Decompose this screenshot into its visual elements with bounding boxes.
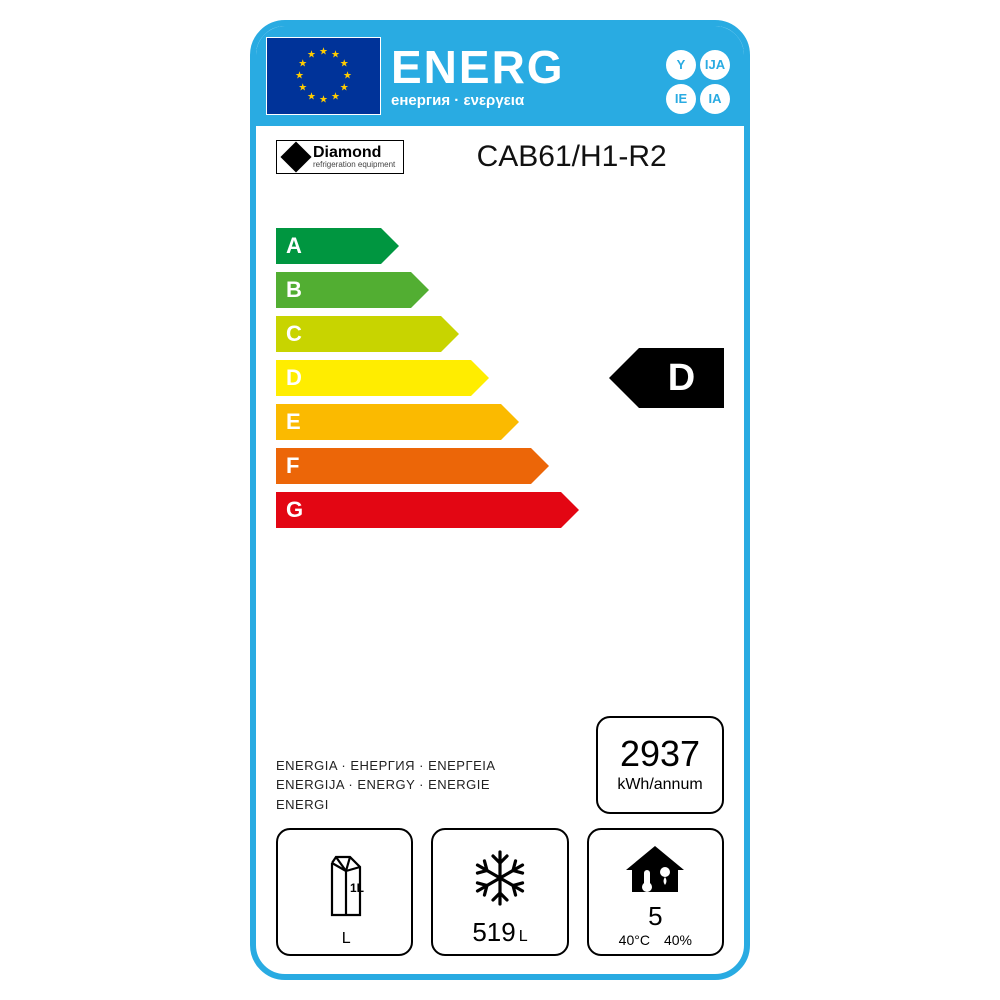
efficiency-arrow-E: E <box>276 404 519 440</box>
freezer-value: 519 <box>472 917 515 948</box>
brand-badge: Diamond refrigeration equipment <box>276 140 404 174</box>
freezer-capacity-box: 519 L <box>431 828 568 956</box>
energ-block: ENERG енергия · ενεργεια YIJAIEIA <box>391 44 734 109</box>
rating-pointer: D <box>609 348 724 408</box>
efficiency-arrow-label: C <box>276 316 441 352</box>
climate-temp: 40°C <box>619 932 650 948</box>
header-band: ★★★★★★★★★★★★ ENERG енергия · ενεργεια YI… <box>256 26 744 126</box>
efficiency-arrow-head <box>531 448 549 484</box>
brand-tagline: refrigeration equipment <box>313 161 395 169</box>
milk-carton-icon: 1L <box>284 838 405 930</box>
fridge-capacity-box: 1L L <box>276 828 413 956</box>
efficiency-arrow-D: D <box>276 360 489 396</box>
efficiency-arrow-head <box>561 492 579 528</box>
energy-consumption-row: ENERGIA · ЕНЕРГИЯ · ΕΝΕΡΓΕΙΑ ENERGIJA · … <box>256 716 744 814</box>
fridge-unit: L <box>342 930 351 948</box>
brand-model-row: Diamond refrigeration equipment CAB61/H1… <box>256 126 744 178</box>
efficiency-arrow-label: B <box>276 272 411 308</box>
freezer-unit: L <box>519 928 528 946</box>
climate-class: 5 <box>648 901 662 932</box>
efficiency-arrow-A: A <box>276 228 399 264</box>
energy-line3: ENERGI <box>276 795 496 815</box>
rating-pointer-head <box>609 348 639 408</box>
rating-letter: D <box>639 348 724 408</box>
efficiency-arrow-head <box>441 316 459 352</box>
efficiency-arrow-head <box>501 404 519 440</box>
energy-line2: ENERGIJA · ENERGY · ENERGIE <box>276 775 496 795</box>
svg-text:1L: 1L <box>350 881 364 895</box>
climate-humidity: 40% <box>664 932 692 948</box>
efficiency-arrow-F: F <box>276 448 549 484</box>
efficiency-arrow-head <box>381 228 399 264</box>
efficiency-arrow-label: D <box>276 360 471 396</box>
efficiency-arrow-head <box>411 272 429 308</box>
efficiency-arrow-label: F <box>276 448 531 484</box>
efficiency-scale: GFEDCBA D <box>256 228 744 538</box>
header-lang-circle: IJA <box>700 50 730 80</box>
house-climate-icon <box>595 838 716 901</box>
efficiency-arrow-G: G <box>276 492 579 528</box>
efficiency-arrow-label: E <box>276 404 501 440</box>
kwh-box: 2937 kWh/annum <box>596 716 724 814</box>
efficiency-arrow-label: A <box>276 228 381 264</box>
efficiency-arrow-B: B <box>276 272 429 308</box>
header-language-circles: YIJAIEIA <box>666 50 730 114</box>
eu-flag: ★★★★★★★★★★★★ <box>266 37 381 115</box>
kwh-value: 2937 <box>620 736 700 772</box>
snowflake-icon <box>439 838 560 917</box>
climate-class-box: 5 40°C 40% <box>587 828 724 956</box>
model-number: CAB61/H1-R2 <box>419 140 724 174</box>
efficiency-arrow-C: C <box>276 316 459 352</box>
energy-label: ★★★★★★★★★★★★ ENERG енергия · ενεργεια YI… <box>250 20 750 980</box>
brand-name: Diamond <box>313 145 395 161</box>
efficiency-arrow-label: G <box>276 492 561 528</box>
efficiency-arrow-head <box>471 360 489 396</box>
energy-line1: ENERGIA · ЕНЕРГИЯ · ΕΝΕΡΓΕΙΑ <box>276 756 496 776</box>
header-lang-circle: IE <box>666 84 696 114</box>
brand-diamond-icon <box>280 141 311 172</box>
header-lang-circle: IA <box>700 84 730 114</box>
energy-multilang: ENERGIA · ЕНЕРГИЯ · ΕΝΕΡΓΕΙΑ ENERGIJA · … <box>276 756 496 815</box>
spec-icon-row: 1L L 519 L <box>256 814 744 974</box>
kwh-unit: kWh/annum <box>617 776 702 794</box>
header-lang-circle: Y <box>666 50 696 80</box>
